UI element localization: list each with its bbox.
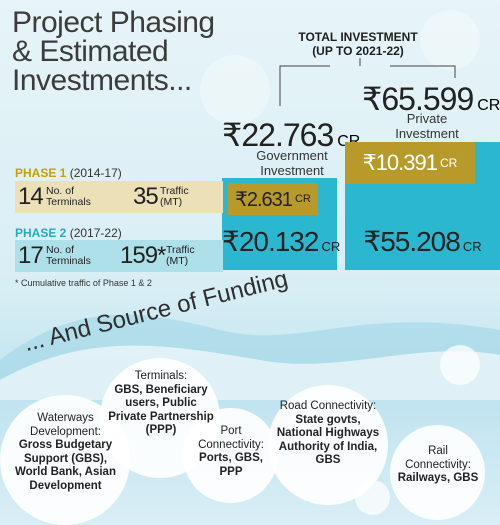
port-funding-value: Ports, GBS, PPP — [199, 452, 263, 478]
total-caption-line2: (UP TO 2021-22) — [312, 44, 404, 58]
decor-bubble — [440, 345, 480, 385]
waterways-bubble — [0, 395, 130, 525]
phase1-gov-amount: ₹2.631 — [235, 188, 293, 211]
phase1-traffic-value: 35 — [133, 183, 159, 210]
private-label-line2: Investment — [395, 126, 459, 141]
port-funding-label: Port Connectivity: — [198, 425, 264, 451]
private-total: ₹65.599 CR — [362, 80, 500, 118]
rail-funding-value: Railways, GBS — [397, 472, 479, 484]
waterways-funding-value: Gross Budgetary Support (GBS), World Ban… — [15, 439, 116, 492]
road-funding-label: Road Connectivity: — [279, 400, 377, 412]
phase1-terminals: 14 — [18, 183, 44, 211]
footnote: * Cumulative traffic of Phase 1 & 2 — [15, 278, 152, 288]
terminals-funding: Terminals: GBS, Beneficiary users, Publi… — [108, 370, 214, 438]
phase1-years: (2014-17) — [69, 166, 122, 180]
phase1-traffic-label-line1: Traffic — [160, 185, 189, 197]
phase2-name: PHASE 2 — [15, 226, 67, 240]
phase1-terminals-value: 14 — [18, 183, 44, 210]
phase2-traffic-label-line1: Traffic — [166, 244, 195, 256]
total-investment-caption: TOTAL INVESTMENT (UP TO 2021-22) — [278, 30, 438, 58]
phase1-name: PHASE 1 — [15, 166, 67, 180]
terminals-funding-label: Terminals: — [134, 370, 188, 382]
terminals-funding-value: GBS, Beneficiary users, Public Private P… — [108, 383, 214, 437]
phase2-terminals-label-line2: Terminals — [46, 255, 91, 267]
phase2-heading: PHASE 2 (2017-22) — [15, 226, 122, 240]
phase2-terminals: 17 — [18, 242, 44, 270]
rail-funding: Rail Connectivity: Railways, GBS — [396, 445, 480, 486]
phase2-gov-amount: ₹20.132 — [222, 226, 319, 257]
phase1-gov-unit: CR — [294, 193, 311, 205]
phase1-private-unit: CR — [439, 156, 458, 170]
phase2-private: ₹55.208 CR — [345, 225, 500, 258]
phase1-terminals-label: No. of Terminals — [46, 186, 91, 208]
private-unit: CR — [477, 97, 500, 114]
phase2-traffic-label-line2: (MT) — [166, 255, 189, 267]
waterways-funding-label: Waterways Development: — [30, 412, 101, 438]
port-funding: Port Connectivity: Ports, GBS, PPP — [188, 425, 274, 479]
phase2-gov-unit: CR — [321, 239, 341, 254]
phase1-traffic-label: Traffic (MT) — [160, 186, 189, 208]
phase2-government: ₹20.132 CR — [222, 225, 341, 258]
phase2-years: (2017-22) — [69, 226, 122, 240]
phase1-heading: PHASE 1 (2014-17) — [15, 166, 122, 180]
phase1-government-box: ₹2.631 CR — [228, 183, 318, 215]
government-amount: ₹22.763 — [222, 117, 334, 153]
phase2-traffic: 159* — [120, 242, 166, 270]
phase1-traffic: 35 — [133, 183, 159, 211]
phase2-band — [15, 240, 223, 272]
bracket-lines — [279, 58, 456, 106]
road-funding-value: State govts, National Highways Authority… — [276, 413, 380, 467]
private-label-line1: Private — [406, 111, 448, 126]
waterways-funding: Waterways Development: Gross Budgetary S… — [8, 412, 123, 493]
phase1-band — [15, 181, 223, 213]
decor-bubble — [355, 480, 390, 515]
road-funding: Road Connectivity: State govts, National… — [276, 400, 380, 468]
government-label-line2: Investment — [260, 163, 324, 178]
decor-bubble — [200, 55, 270, 125]
phase2-traffic-label: Traffic (MT) — [166, 245, 195, 267]
government-label: Government Investment — [232, 148, 352, 178]
phase2-traffic-value: 159* — [120, 242, 166, 269]
private-amount: ₹65.599 — [362, 81, 474, 117]
decor-bubble — [420, 10, 480, 70]
phase1-traffic-label-line2: (MT) — [160, 196, 183, 208]
phase2-terminals-label: No. of Terminals — [46, 245, 91, 267]
private-label: Private Investment — [372, 111, 482, 141]
phase1-terminals-label-line1: No. of — [46, 185, 75, 197]
phase2-private-amount: ₹55.208 — [363, 226, 460, 257]
phase1-private-box: ₹10.391 CR — [345, 142, 475, 184]
total-caption-line1: TOTAL INVESTMENT — [298, 30, 418, 44]
phase1-private-amount: ₹10.391 — [362, 150, 438, 175]
government-label-line1: Government — [256, 148, 328, 163]
port-bubble — [183, 408, 278, 503]
phase2-terminals-value: 17 — [18, 242, 44, 269]
phase2-private-unit: CR — [462, 239, 482, 254]
phase1-terminals-label-line2: Terminals — [46, 196, 91, 208]
phase2-terminals-label-line1: No. of — [46, 244, 75, 256]
page-title: Project Phasing & Estimated Investments.… — [12, 6, 215, 97]
rail-bubble — [390, 425, 485, 520]
rail-funding-label: Rail Connectivity: — [405, 445, 471, 471]
